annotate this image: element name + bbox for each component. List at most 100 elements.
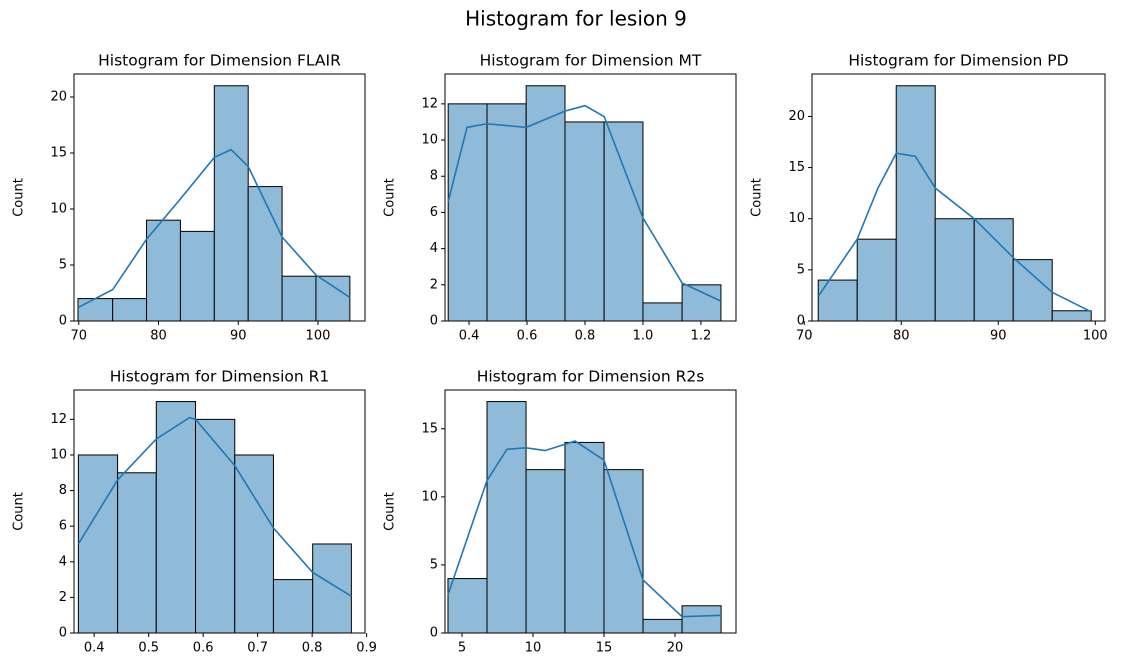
y-axis-label: Count (750, 178, 765, 217)
x-tick-label: 10 (525, 641, 542, 656)
subplot-title: Histogram for Dimension FLAIR (98, 52, 341, 70)
x-tick-label: 1.2 (691, 329, 712, 344)
x-tick-label: 0.8 (575, 329, 596, 344)
y-tick-label: 8 (59, 483, 67, 498)
x-tick-label: 0.4 (459, 329, 480, 344)
histogram-bar (112, 298, 148, 322)
histogram-bar (973, 218, 1014, 322)
histogram-bar (195, 418, 236, 634)
x-tick-label: 5 (458, 641, 466, 656)
histogram-bar (642, 618, 683, 634)
x-tick-label: 80 (893, 329, 910, 344)
x-tick-label: 15 (596, 641, 613, 656)
x-tick-label: 20 (667, 641, 684, 656)
histogram-bar (603, 469, 644, 634)
x-tick-label: 90 (990, 329, 1007, 344)
y-tick-label: 15 (50, 145, 67, 160)
histogram-bar (564, 441, 605, 634)
histogram-bar (642, 302, 683, 322)
y-tick-label: 0 (797, 314, 805, 329)
histogram-bar (234, 454, 274, 634)
x-tick-label: 100 (306, 329, 331, 344)
kde-line (447, 104, 722, 302)
histogram-bar (312, 543, 352, 634)
histogram-bar (281, 275, 317, 322)
histogram-bar (447, 103, 488, 322)
y-tick-label: 8 (430, 169, 438, 184)
x-tick-label: 0.6 (193, 641, 214, 656)
y-tick-label: 2 (59, 590, 67, 605)
y-tick-label: 0 (430, 626, 438, 641)
y-axis-label: Count (12, 178, 27, 217)
subplot-title: Histogram for Dimension PD (848, 52, 1068, 70)
y-tick-label: 4 (430, 241, 438, 256)
y-tick-label: 2 (430, 277, 438, 292)
histogram-bar (77, 298, 114, 322)
y-tick-label: 10 (50, 201, 67, 216)
histogram-bar (856, 238, 897, 322)
histogram-bar (681, 605, 722, 634)
histogram-bar (247, 186, 283, 322)
y-tick-label: 4 (59, 554, 67, 569)
y-tick-label: 12 (421, 96, 438, 111)
x-tick-label: 0.7 (247, 641, 268, 656)
histogram-bar (77, 454, 119, 634)
y-axis-label: Count (383, 178, 398, 217)
x-tick-label: 0.9 (356, 641, 377, 656)
histogram-bar (486, 103, 527, 322)
figure-title: Histogram for lesion 9 (465, 7, 687, 31)
subplot-title: Histogram for Dimension R1 (110, 368, 330, 386)
y-tick-label: 12 (50, 412, 67, 427)
histogram-bar (486, 401, 527, 634)
x-tick-label: 90 (230, 329, 247, 344)
histogram-bar (1051, 310, 1092, 322)
x-tick-label: 70 (796, 329, 813, 344)
y-tick-label: 5 (59, 257, 67, 272)
subplot-title: Histogram for Dimension MT (480, 52, 702, 70)
y-tick-label: 15 (421, 421, 438, 436)
y-axis-label: Count (383, 492, 398, 531)
histogram-bar (447, 578, 488, 634)
histogram-bar (117, 472, 157, 634)
y-tick-label: 10 (50, 447, 67, 462)
histogram-bar (155, 401, 197, 634)
kde-line (817, 152, 1092, 313)
histogram-bar (1012, 259, 1053, 322)
y-tick-label: 0 (430, 314, 438, 329)
x-tick-label: 0.8 (302, 641, 323, 656)
x-tick-label: 0.6 (517, 329, 538, 344)
y-axis-label: Count (12, 492, 27, 531)
axes-frame (73, 389, 366, 634)
histogram-bar (934, 218, 975, 322)
y-tick-label: 6 (430, 205, 438, 220)
kde-line (77, 148, 351, 309)
x-tick-label: 80 (150, 329, 167, 344)
y-tick-label: 5 (797, 262, 805, 277)
histogram-bar (525, 469, 566, 634)
y-tick-label: 10 (788, 211, 805, 226)
histogram-bar (272, 579, 314, 634)
histogram-bar (146, 219, 181, 322)
axes-frame (811, 73, 1106, 322)
axes-frame (444, 73, 737, 322)
x-tick-label: 1.0 (633, 329, 654, 344)
kde-line (77, 416, 352, 597)
axes-frame (73, 73, 366, 322)
y-tick-label: 20 (788, 109, 805, 124)
histogram-bar (213, 85, 249, 322)
histogram-bar (525, 85, 566, 322)
x-tick-label: 0.5 (138, 641, 159, 656)
histogram-bar (564, 121, 605, 322)
histogram-bar (895, 85, 936, 322)
histogram-bar (603, 121, 644, 322)
axes-frame (444, 389, 737, 634)
y-tick-label: 20 (50, 89, 67, 104)
y-tick-label: 10 (421, 489, 438, 504)
y-tick-label: 0 (59, 626, 67, 641)
x-tick-label: 0.4 (84, 641, 105, 656)
y-tick-label: 0 (59, 314, 67, 329)
x-tick-label: 70 (71, 329, 88, 344)
y-tick-label: 15 (788, 160, 805, 175)
kde-line (447, 440, 722, 618)
